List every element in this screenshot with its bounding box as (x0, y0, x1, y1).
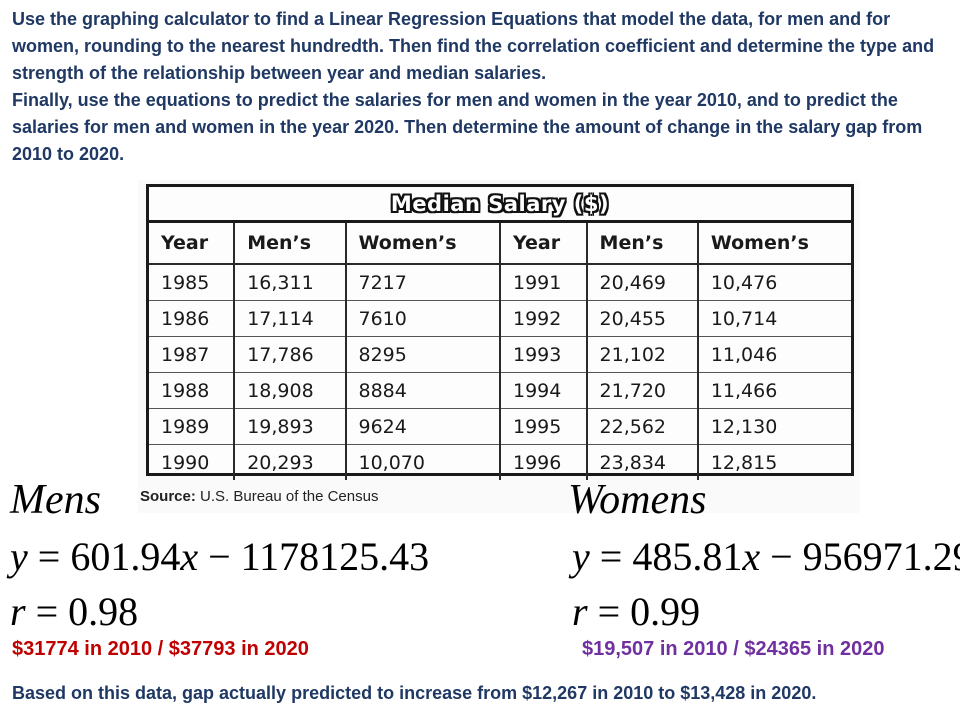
table-cell: 23,834 (586, 444, 699, 480)
womens-correlation: r = 0.99 (572, 588, 700, 635)
table-cell: 21,102 (586, 336, 699, 373)
mens-eq-var: x (180, 534, 199, 579)
womens-prediction: $19,507 in 2010 / $24365 in 2020 (582, 638, 885, 660)
table-cell: 21,720 (586, 372, 699, 409)
instructions-paragraph-2: Finally, use the equations to predict th… (12, 90, 923, 164)
table-cell: 20,469 (586, 264, 699, 301)
table-cell: 17,114 (234, 300, 347, 337)
womens-eq-intercept: − 956971.29 (760, 534, 960, 579)
table-title-bar: Median Salary ($) (149, 187, 851, 223)
mens-r-value: = 0.98 (25, 589, 139, 634)
table-cell: 19,893 (234, 408, 347, 445)
table-cell: 1990 (149, 444, 236, 480)
table-cell: 20,293 (234, 444, 347, 480)
table-row: 1989 19,893 9624 1995 22,562 12,130 (149, 408, 851, 445)
table-cell: 10,476 (697, 264, 851, 301)
table-cell: 1989 (149, 408, 236, 445)
table-cell: 1987 (149, 336, 236, 373)
table-cell: 8884 (345, 372, 501, 409)
table-cell: 20,455 (586, 300, 699, 337)
source-label: Source: (140, 488, 196, 505)
table-cell: 1991 (499, 264, 588, 301)
table-cell: 1993 (499, 336, 588, 373)
table-cell: 7217 (345, 264, 501, 301)
table-cell: 17,786 (234, 336, 347, 373)
mens-eq-lhs: y (10, 534, 28, 579)
salary-table: Year Men’s Women’s Year Men’s Women’s 19… (149, 223, 851, 480)
table-header-row: Year Men’s Women’s Year Men’s Women’s (149, 223, 851, 265)
salary-table-image: Median Salary ($) Year Men’s Women’s Yea… (138, 180, 860, 513)
header-year-1: Year (149, 223, 236, 265)
womens-r-label: r (572, 589, 588, 634)
table-row: 1987 17,786 8295 1993 21,102 11,046 (149, 336, 851, 373)
table-source: Source: U.S. Bureau of the Census (140, 488, 378, 505)
conclusion: Based on this data, gap actually predict… (12, 683, 817, 703)
table-cell: 1994 (499, 372, 588, 409)
header-mens-1: Men’s (234, 223, 347, 265)
instructions: Use the graphing calculator to find a Li… (12, 6, 952, 168)
table-row: 1990 20,293 10,070 1996 23,834 12,815 (149, 444, 851, 480)
table-cell: 11,046 (697, 336, 851, 373)
table-cell: 12,815 (710, 451, 778, 474)
salary-table-frame: Median Salary ($) Year Men’s Women’s Yea… (146, 184, 854, 480)
mens-r-label: r (10, 589, 26, 634)
womens-heading: Womens (568, 477, 707, 523)
table-cell: 22,562 (586, 408, 699, 445)
womens-eq-lhs: y (572, 534, 590, 579)
table-cell: 1996 (499, 444, 588, 480)
mens-eq-slope: = 601.94 (27, 534, 181, 579)
table-cell: 1988 (149, 372, 236, 409)
womens-eq-var: x (742, 534, 761, 579)
table-cell: 8295 (345, 336, 501, 373)
header-womens-1: Women’s (345, 223, 501, 265)
womens-r-value: = 0.99 (587, 589, 701, 634)
header-womens-2: Women’s (697, 223, 851, 265)
table-row: 1985 16,311 7217 1991 20,469 10,476 (149, 264, 851, 301)
table-cell: 10,070 (345, 444, 501, 480)
header-mens-2: Men’s (586, 223, 699, 265)
table-cell: 16,311 (234, 264, 347, 301)
table-cell: 10,714 (697, 300, 851, 337)
table-cell: 12,130 (697, 408, 851, 445)
table-title: Median Salary ($) (390, 191, 610, 216)
table-cell: 1985 (149, 264, 236, 301)
table-row: 1988 18,908 8884 1994 21,720 11,466 (149, 372, 851, 409)
mens-heading: Mens (10, 477, 101, 523)
table-cell: 1995 (499, 408, 588, 445)
table-cell: 18,908 (234, 372, 347, 409)
header-year-2: Year (499, 223, 588, 265)
womens-eq-slope: = 485.81 (589, 534, 743, 579)
instructions-paragraph-1: Use the graphing calculator to find a Li… (12, 9, 935, 83)
table-cell: 1986 (149, 300, 236, 337)
mens-eq-intercept: − 1178125.43 (198, 534, 430, 579)
table-cell: 11,466 (697, 372, 851, 409)
table-row: 1986 17,114 7610 1992 20,455 10,714 (149, 300, 851, 337)
table-cell: 7610 (345, 300, 501, 337)
womens-regression-equation: y = 485.81x − 956971.29 (572, 533, 960, 580)
source-text: U.S. Bureau of the Census (200, 488, 379, 505)
table-cell: 9624 (345, 408, 501, 445)
mens-correlation: r = 0.98 (10, 588, 138, 635)
mens-regression-equation: y = 601.94x − 1178125.43 (10, 533, 429, 580)
mens-prediction: $31774 in 2010 / $37793 in 2020 (12, 638, 309, 660)
table-cell: 1992 (499, 300, 588, 337)
